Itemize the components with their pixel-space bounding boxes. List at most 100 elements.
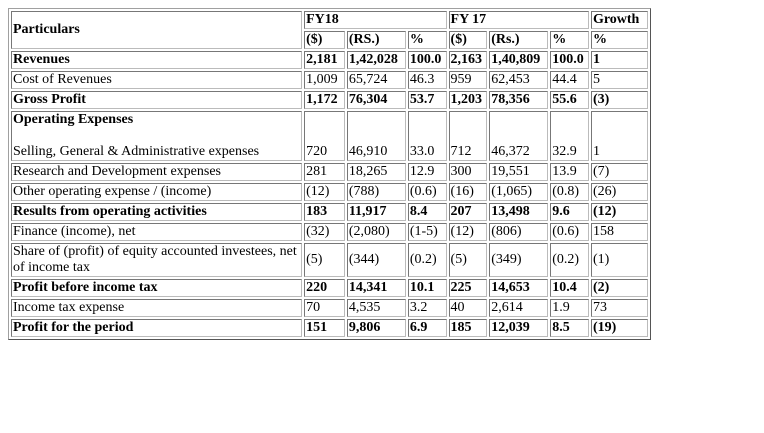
value-cell: 14,653 [489,279,549,297]
value-cell: 281 [304,163,345,181]
label-cell: Research and Development expenses [11,163,303,181]
value-cell: 46.3 [407,71,447,89]
table-row: Share of (profit) of equity accounted in… [11,243,648,277]
label-cell: Income tax expense [11,299,303,317]
value-cell: 151 [304,319,345,337]
value-cell: (344) [346,243,406,277]
value-cell: (2) [590,279,648,297]
value-cell: (0.8) [550,183,589,201]
row-label: Research and Development expenses [13,164,221,179]
header-row: Particulars FY18 FY 17 Growth [11,11,648,49]
value-cell: (0.2) [407,243,447,277]
table-row: Research and Development expenses 281 18,2… [11,163,648,181]
value-cell: 220 [304,279,345,297]
table-row: Profit before income tax 220 14,341 10.1 225… [11,279,648,297]
label-cell: Revenues [11,51,303,69]
value-cell: 183 [304,203,345,221]
value-cell: 76,304 [346,91,406,109]
row-label: Results from operating activities [13,204,207,219]
value-cell: 2,181 [304,51,345,69]
row-label: Share of (profit) of equity accounted in… [13,244,297,275]
value-cell: 300 [448,163,488,181]
value-cell: 46,372 [489,111,549,161]
label-cell: Cost of Revenues [11,71,303,89]
value-cell: 55.6 [550,91,589,109]
row-label: Profit for the period [13,320,134,335]
value-cell: (0.6) [550,223,589,241]
value-cell: (1-5) [407,223,447,241]
value-cell: 40 [448,299,488,317]
value-cell: (26) [590,183,648,201]
value-cell: 19,551 [489,163,549,181]
unit-cell: (Rs.) [489,31,549,49]
value-cell: (19) [590,319,648,337]
label-cell: Share of (profit) of equity accounted in… [11,243,303,277]
value-cell: 8.4 [407,203,447,221]
unit-cell: (RS.) [346,31,406,49]
row-label: Cost of Revenues [13,72,112,87]
value-cell: 44.4 [550,71,589,89]
value-cell: 1,172 [304,91,345,109]
table-row: Finance (income), net (32) (2,080) (1-5) (12… [11,223,648,241]
value-cell: 5 [590,71,648,89]
table-row: Results from operating activities 183 11,9… [11,203,648,221]
unit-cell: ($) [304,31,345,49]
table-row: Gross Profit 1,172 76,304 53.7 1,203 78,356 55… [11,91,648,109]
value-cell: 225 [448,279,488,297]
value-cell: 46,910 [346,111,406,161]
value-cell: 1,009 [304,71,345,89]
label-cell: Gross Profit [11,91,303,109]
value-cell: 53.7 [407,91,447,109]
value-cell: (0.6) [407,183,447,201]
value-cell: 62,453 [489,71,549,89]
value-cell: (12) [304,183,345,201]
value-cell: 9,806 [346,319,406,337]
table-row: Cost of Revenues 1,009 65,724 46.3 959 62,453… [11,71,648,89]
unit-cell: ($) [448,31,488,49]
header-cell: Particulars [11,11,303,49]
value-cell: 100.0 [407,51,447,69]
section-heading: Operating Expenses [13,112,134,127]
value-cell: 4,535 [346,299,406,317]
table-row: Income tax expense 70 4,535 3.2 40 2,614 1.9 73 [11,299,648,317]
value-cell: 207 [448,203,488,221]
value-cell: (788) [346,183,406,201]
unit-row: ($) (RS.)% ($) (Rs.)%% [11,31,648,49]
value-cell: 12.9 [407,163,447,181]
row-label: Other operating expense / (income) [13,184,212,199]
value-cell: 1,203 [448,91,488,109]
label-cell: Operating Expenses Selling, General & Adm… [11,111,303,161]
value-cell: 12,039 [489,319,549,337]
header-cell: Growth [590,11,648,29]
value-cell: 2,163 [448,51,488,69]
value-cell: 13.9 [550,163,589,181]
value-cell: 3.2 [407,299,447,317]
value-cell: (16) [448,183,488,201]
value-cell: 33.0 [407,111,447,161]
value-cell: 11,917 [346,203,406,221]
row-label: Revenues [13,52,70,67]
value-cell: 13,498 [489,203,549,221]
row-label: Profit before income tax [13,280,158,295]
value-cell: (5) [304,243,345,277]
header-cell: FY18 [304,11,447,29]
unit-cell: % [407,31,447,49]
value-cell: 959 [448,71,488,89]
row-label: Selling, General & Administrative expens… [13,144,260,159]
value-cell: (1,065) [489,183,549,201]
header-cell: FY 17 [448,11,589,29]
value-cell: (3) [590,91,648,109]
value-cell: 1.9 [550,299,589,317]
value-cell: 1 [590,111,648,161]
value-cell: 712 [448,111,488,161]
value-cell: 73 [590,299,648,317]
value-cell: (349) [489,243,549,277]
value-cell: 158 [590,223,648,241]
value-cell: 78,356 [489,91,549,109]
value-cell: 10.4 [550,279,589,297]
value-cell: (0.2) [550,243,589,277]
value-cell: (806) [489,223,549,241]
value-cell: 10.1 [407,279,447,297]
row-label: Finance (income), net [13,224,136,239]
